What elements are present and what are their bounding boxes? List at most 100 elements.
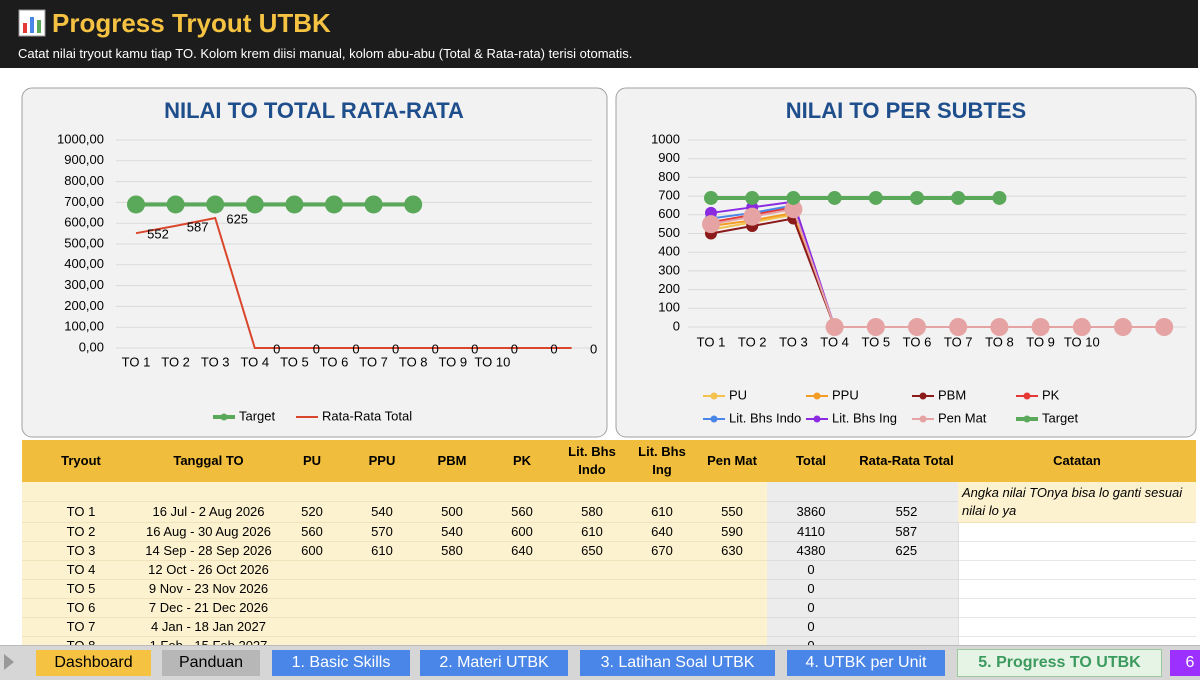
score-cell	[277, 617, 347, 637]
x-tick-label: TO 8	[399, 354, 428, 369]
score-cell: 670	[627, 541, 697, 561]
score-cell	[347, 598, 417, 618]
column-header: Pen Mat	[697, 440, 767, 482]
sheet-tab[interactable]: 3. Latihan Soal UTBK	[580, 650, 775, 676]
score-cell: 560	[277, 522, 347, 542]
legend-label: Pen Mat	[938, 410, 987, 425]
charts: NILAI TO TOTAL RATA-RATA 0,00 100,00 200,00…	[21, 87, 1197, 438]
data-row: TO 3 14 Sep - 28 Sep 2026 600 610 580 640 650 6…	[22, 541, 1196, 561]
x-tick-label: TO 10	[1064, 334, 1100, 349]
scroll-arrow[interactable]	[4, 654, 14, 670]
data-point	[245, 195, 264, 214]
x-tick-label: TO 4	[240, 354, 269, 369]
y-tick-label: 400	[658, 244, 680, 259]
score-cell	[697, 560, 767, 580]
sheet-tab[interactable]: 2. Materi UTBK	[420, 650, 568, 676]
sheet-subtitle: Catat nilai tryout kamu tiap TO. Kolom k…	[18, 46, 633, 61]
column-header: PK	[487, 440, 557, 482]
average-cell	[855, 617, 958, 637]
data-point	[786, 190, 801, 205]
tryout-cell: TO 4	[22, 560, 140, 580]
score-cell	[277, 598, 347, 618]
score-cell	[487, 598, 557, 618]
column-header: Lit. Bhs Ing	[627, 440, 697, 482]
data-label: 0	[392, 341, 399, 356]
score-cell	[627, 598, 697, 618]
x-tick-label: TO 8	[985, 334, 1014, 349]
chart-title: NILAI TO TOTAL RATA-RATA	[164, 98, 464, 123]
sheet-tab[interactable]: 5. Progress TO UTBK	[957, 649, 1162, 677]
note-cell: Angka nilai TOnya bisa lo ganti sesuai n…	[958, 482, 1196, 523]
x-tick-label: TO 7	[944, 334, 973, 349]
legend-marker	[220, 413, 228, 421]
legend-marker	[1023, 415, 1031, 423]
tryout-cell: TO 5	[22, 579, 140, 599]
note-cell	[957, 617, 1196, 637]
header-row: Tryout Tanggal TO PU PPU PBM PK Lit. Bhs Indo L…	[22, 440, 1196, 482]
date-cell: 12 Oct - 26 Oct 2026	[140, 560, 277, 580]
x-tick-label: TO 2	[738, 334, 767, 349]
legend-label: Rata-Rata Total	[322, 408, 412, 423]
cell	[697, 482, 767, 503]
data-point	[866, 318, 885, 336]
score-cell	[557, 579, 627, 599]
x-tick-label: TO 9	[1026, 334, 1055, 349]
x-tick-label: TO 3	[201, 354, 230, 369]
date-cell: 14 Sep - 28 Sep 2026	[140, 541, 277, 561]
x-tick-label: TO 2	[161, 354, 190, 369]
data-point	[1072, 318, 1091, 336]
x-tick-label: TO 10	[474, 354, 510, 369]
x-tick-label: TO 1	[697, 334, 726, 349]
score-cell	[487, 560, 557, 580]
legend-label: PPU	[832, 387, 859, 402]
cell	[487, 482, 557, 503]
y-tick-label: 800,00	[64, 173, 104, 188]
score-cell: 610	[627, 501, 697, 523]
legend-marker	[813, 415, 821, 423]
cell	[627, 482, 697, 503]
legend-marker	[710, 415, 718, 423]
score-cell: 610	[347, 541, 417, 561]
sheet-tabs: Dashboard Panduan 1. Basic Skills 2. Materi…	[0, 645, 1200, 680]
score-cell: 560	[487, 501, 557, 523]
data-point	[285, 195, 304, 214]
total-cell: 0	[767, 598, 855, 618]
sheet-tab[interactable]: 4. UTBK per Unit	[787, 650, 945, 676]
data-point	[908, 318, 926, 336]
score-cell	[417, 560, 487, 580]
y-tick-label: 1000,00	[57, 131, 104, 146]
chart-icon	[18, 9, 46, 37]
data-point	[1031, 318, 1050, 336]
cell	[767, 482, 855, 503]
note-cell	[957, 560, 1196, 580]
score-cell: 640	[487, 541, 557, 561]
score-cell	[697, 617, 767, 637]
cell	[140, 482, 277, 503]
chart-title: NILAI TO PER SUBTES	[786, 98, 1026, 123]
cell	[855, 482, 958, 503]
y-tick-label: 0	[673, 318, 680, 333]
average-cell: 587	[855, 522, 958, 542]
score-cell	[417, 598, 487, 618]
data-point	[364, 195, 383, 214]
data-point	[743, 207, 762, 226]
sheet-tab[interactable]: Panduan	[162, 650, 260, 676]
data-point	[702, 215, 720, 234]
y-tick-label: 600,00	[64, 215, 104, 230]
column-header: Tryout	[22, 440, 140, 482]
sheet-header: Progress Tryout UTBK Catat nilai tryout …	[0, 0, 1198, 68]
x-tick-label: TO 5	[280, 354, 309, 369]
sheet-tab[interactable]: 6	[1170, 650, 1200, 676]
date-cell: 7 Dec - 21 Dec 2026	[140, 598, 277, 618]
legend-label: Lit. Bhs Indo	[729, 410, 801, 425]
data-point	[990, 318, 1009, 336]
data-point	[127, 195, 145, 214]
average-cell	[855, 560, 958, 580]
sheet-tab[interactable]: 1. Basic Skills	[272, 650, 410, 676]
total-cell: 4110	[767, 522, 855, 542]
data-label: 0	[471, 341, 478, 356]
cell	[22, 482, 140, 503]
sheet-tab[interactable]: Dashboard	[36, 650, 151, 676]
